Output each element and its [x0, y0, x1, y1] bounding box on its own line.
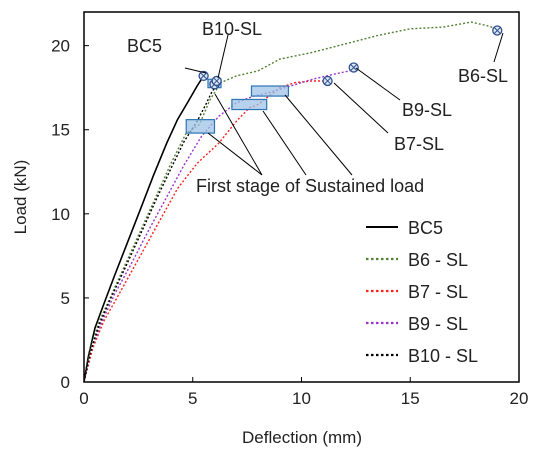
x-tick-label: 5 [188, 389, 197, 408]
x-tick-label: 10 [292, 389, 311, 408]
annot-line-b9 [355, 67, 401, 101]
y-tick-label: 5 [61, 289, 70, 308]
x-axis-label: Deflection (mm) [242, 428, 362, 447]
annot-bc5: BC5 [127, 36, 162, 56]
annot-line-b7 [333, 82, 389, 134]
legend: BC5 B6 - SL B7 - SL B9 - SL B10 - SL [366, 218, 478, 366]
annot-sustained: First stage of Sustained load [196, 176, 424, 196]
failure-marker-3 [492, 25, 503, 36]
annotation-group: BC5 B10-SL B6-SL B9-SL B7-SL First stage… [127, 19, 508, 196]
annot-b10: B10-SL [202, 19, 262, 39]
sustained-load-box-2 [231, 98, 268, 111]
failure-marker-cross [324, 77, 331, 85]
annot-line-sus-4 [284, 94, 353, 176]
annot-b6: B6-SL [458, 66, 508, 86]
failure-marker-5 [322, 75, 333, 87]
annot-line-b6 [493, 32, 504, 63]
failure-marker-cross [200, 72, 207, 80]
y-tick-label: 20 [51, 37, 70, 56]
sustained-load-box-3 [250, 85, 290, 97]
failure-marker-2 [211, 75, 222, 87]
failure-marker-cross [350, 64, 358, 71]
x-tick-label: 20 [510, 389, 529, 408]
annot-b9: B9-SL [402, 100, 452, 120]
series-line-0 [83, 75, 205, 383]
annot-line-bc5 [184, 67, 207, 74]
y-tick-label: 0 [61, 373, 70, 392]
annot-line-b10 [217, 34, 229, 79]
annot-line-sus-3 [262, 110, 307, 176]
x-tick-label: 0 [79, 389, 88, 408]
legend-label-4: B10 - SL [408, 346, 478, 366]
failure-marker-cross [493, 27, 501, 34]
failure-marker-4 [348, 62, 359, 73]
series-line-3 [83, 68, 354, 383]
annot-b7: B7-SL [394, 134, 444, 154]
annot-line-sus-2 [214, 93, 263, 176]
failure-marker-group [198, 25, 503, 90]
legend-label-1: B6 - SL [408, 250, 468, 270]
sustained-load-box-0 [185, 119, 216, 134]
x-tick-label: 15 [401, 389, 420, 408]
y-tick-label: 10 [51, 205, 70, 224]
legend-label-0: BC5 [408, 218, 443, 238]
y-tick-label: 15 [51, 121, 70, 140]
series-line-4 [83, 80, 222, 383]
annot-line-sus-1 [207, 132, 263, 176]
legend-label-3: B9 - SL [408, 314, 468, 334]
tick-group: 0 5 10 15 20 0 5 10 15 20 [51, 37, 528, 408]
series-line-2 [83, 80, 328, 383]
legend-label-2: B7 - SL [408, 282, 468, 302]
failure-marker-0 [198, 70, 209, 82]
sustained-box-group [185, 78, 290, 134]
failure-marker-cross [213, 77, 221, 85]
y-axis-label: Load (kN) [11, 160, 30, 235]
